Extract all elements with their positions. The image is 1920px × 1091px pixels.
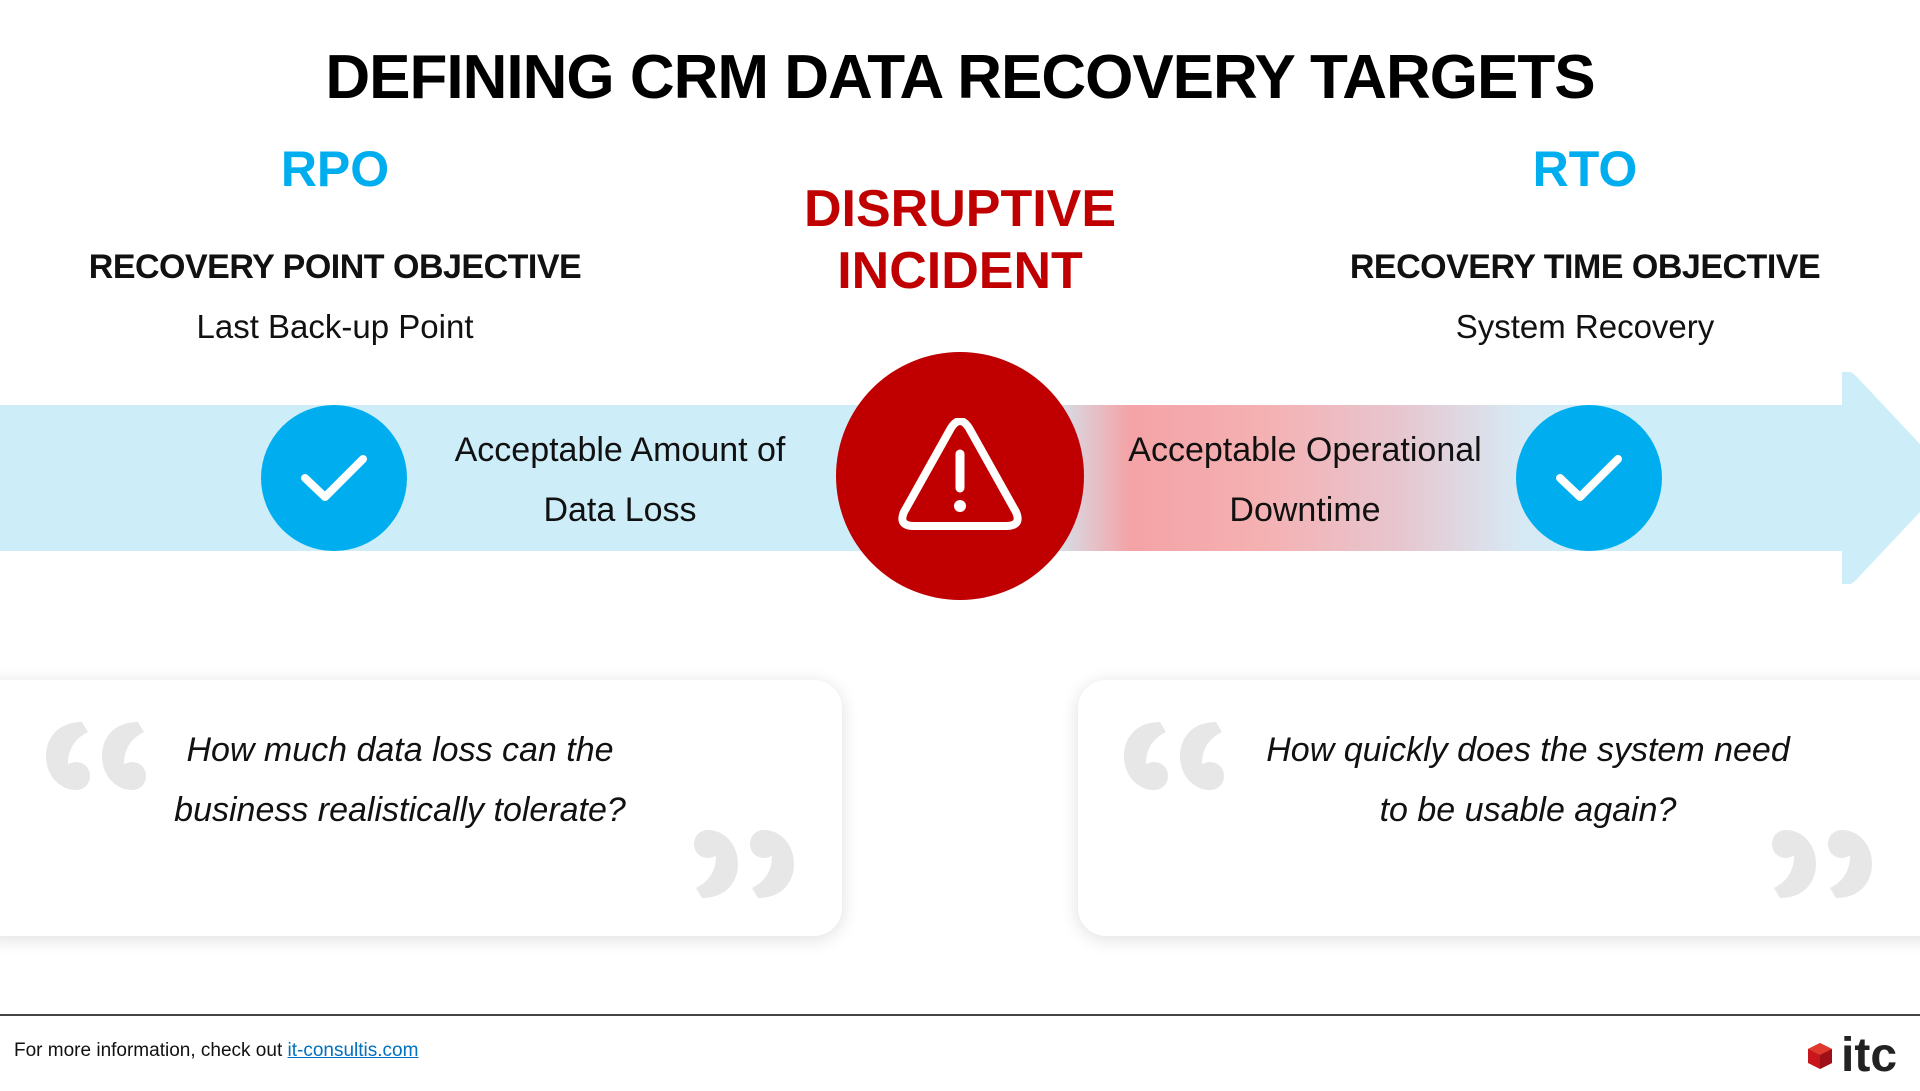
incident-title-line2: INCIDENT — [837, 242, 1083, 300]
rpo-check-icon — [261, 405, 407, 551]
checkmark-icon — [301, 455, 367, 501]
rpo-acronym: RPO — [280, 141, 390, 197]
page-title: DEFINING CRM DATA RECOVERY TARGETS — [325, 43, 1595, 112]
footer-divider — [0, 1014, 1920, 1016]
rpo-objective: RECOVERY POINT OBJECTIVE — [88, 248, 582, 286]
rpo-band-text-line2: Data Loss — [543, 491, 697, 529]
footer-text: For more information, check out it-consu… — [14, 1040, 418, 1062]
timeline-arrow-head — [1842, 372, 1920, 584]
incident-title-line1: DISRUPTIVE — [803, 180, 1117, 238]
rto-question: How quickly does the system need to be u… — [1228, 720, 1828, 840]
itc-logo: itc — [1805, 1029, 1898, 1082]
incident-circle — [836, 352, 1084, 600]
rto-band-text-line1: Acceptable Operational — [1128, 431, 1482, 469]
logo-cube-icon — [1808, 1043, 1832, 1069]
open-quote-icon — [46, 722, 146, 790]
rto-band-text-line2: Downtime — [1229, 491, 1381, 529]
warning-triangle-icon — [898, 418, 1022, 530]
checkmark-icon — [1556, 455, 1622, 501]
rpo-question: How much data loss can the business real… — [130, 720, 670, 840]
rpo-question-card: How much data loss can the business real… — [0, 680, 842, 936]
rpo-question-line1: How much data loss can the — [186, 731, 614, 769]
rto-check-icon — [1516, 405, 1662, 551]
rto-acronym: RTO — [1532, 141, 1638, 197]
rto-question-card: How quickly does the system need to be u… — [1078, 680, 1920, 936]
rpo-subtitle: Last Back-up Point — [196, 308, 474, 345]
rto-subtitle: System Recovery — [1455, 308, 1715, 345]
logo-text: itc — [1841, 1029, 1898, 1082]
incident-title: DISRUPTIVE INCIDENT — [760, 178, 1160, 302]
open-quote-icon — [1124, 722, 1224, 790]
footer-prefix: For more information, check out — [14, 1040, 283, 1061]
rto-band-text: Acceptable Operational Downtime — [1100, 420, 1510, 540]
rpo-band-text-line1: Acceptable Amount of — [454, 431, 786, 469]
close-quote-icon — [694, 830, 794, 898]
rpo-band-text: Acceptable Amount of Data Loss — [420, 420, 820, 540]
rpo-question-line2: business realistically tolerate? — [174, 791, 626, 829]
footer-link[interactable]: it-consultis.com — [287, 1040, 419, 1061]
rto-objective: RECOVERY TIME OBJECTIVE — [1349, 248, 1821, 286]
close-quote-icon — [1772, 830, 1872, 898]
rto-question-line1: How quickly does the system need — [1266, 731, 1790, 769]
rto-question-line2: to be usable again? — [1379, 791, 1677, 829]
